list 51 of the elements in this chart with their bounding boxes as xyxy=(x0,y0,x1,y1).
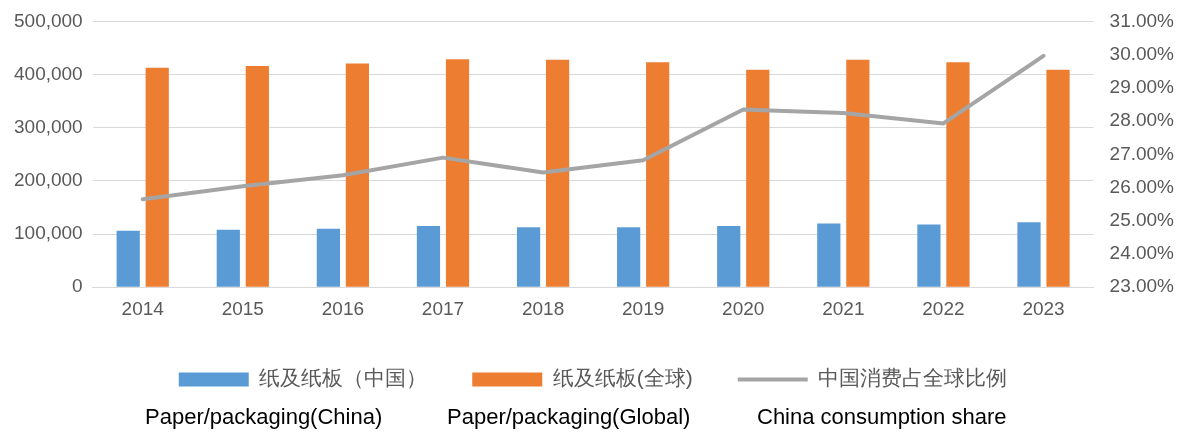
bar xyxy=(617,227,641,287)
y2-tick-label: 23.00% xyxy=(1109,275,1175,297)
y2-tick-label: 28.00% xyxy=(1109,109,1175,131)
bar xyxy=(817,223,841,287)
y-tick-label: 300,000 xyxy=(13,115,83,137)
y-tick-label: 100,000 xyxy=(13,222,83,244)
bar xyxy=(516,227,541,287)
x-tick-label: 2018 xyxy=(521,297,565,319)
y2-tick-label: 30.00% xyxy=(1109,42,1175,64)
y-tick-label: 500,000 xyxy=(13,9,83,31)
bar xyxy=(646,62,670,287)
bar xyxy=(1046,69,1070,287)
y2-tick-label: 24.00% xyxy=(1109,242,1175,264)
bar xyxy=(946,62,970,287)
text: China consumption share xyxy=(757,404,1007,430)
y2-tick-label: 27.00% xyxy=(1109,142,1175,164)
text: Paper/packaging(Global) xyxy=(447,404,691,430)
bar xyxy=(846,59,870,287)
bar xyxy=(216,229,240,287)
bar xyxy=(345,63,370,287)
bar xyxy=(416,226,441,287)
x-tick-label: 2019 xyxy=(622,297,665,319)
bar xyxy=(145,67,169,287)
y2-tick-label: 26.00% xyxy=(1109,175,1175,197)
bar xyxy=(116,230,140,287)
bar xyxy=(545,59,570,287)
x-tick-label: 2014 xyxy=(121,297,165,319)
bar xyxy=(717,226,741,287)
text: Paper/packaging(China) xyxy=(145,404,383,430)
y-tick-label: 200,000 xyxy=(13,169,83,191)
y2-tick-label: 25.00% xyxy=(1109,208,1175,230)
y-tick-label: 0 xyxy=(72,275,83,297)
x-tick-label: 2016 xyxy=(321,297,365,319)
bar xyxy=(445,59,470,287)
bar xyxy=(746,69,770,287)
x-tick-label: 2022 xyxy=(922,297,965,319)
bar xyxy=(1017,222,1041,287)
x-tick-label: 2020 xyxy=(722,297,765,319)
legend-label: 纸及纸板(全球) xyxy=(552,366,693,390)
y2-tick-label: 31.00% xyxy=(1109,9,1175,31)
bar xyxy=(917,224,941,287)
x-tick-label: 2017 xyxy=(421,297,465,319)
bar xyxy=(316,228,340,287)
legend-label: 纸及纸板（中国） xyxy=(259,366,428,390)
legend-label: 中国消费占全球比例 xyxy=(818,366,1008,390)
y-tick-label: 400,000 xyxy=(13,62,83,84)
bar xyxy=(245,66,269,287)
x-tick-label: 2023 xyxy=(1022,297,1065,319)
x-tick-label: 2015 xyxy=(221,297,264,319)
y2-tick-label: 29.00% xyxy=(1109,76,1175,98)
x-tick-label: 2021 xyxy=(822,297,865,319)
